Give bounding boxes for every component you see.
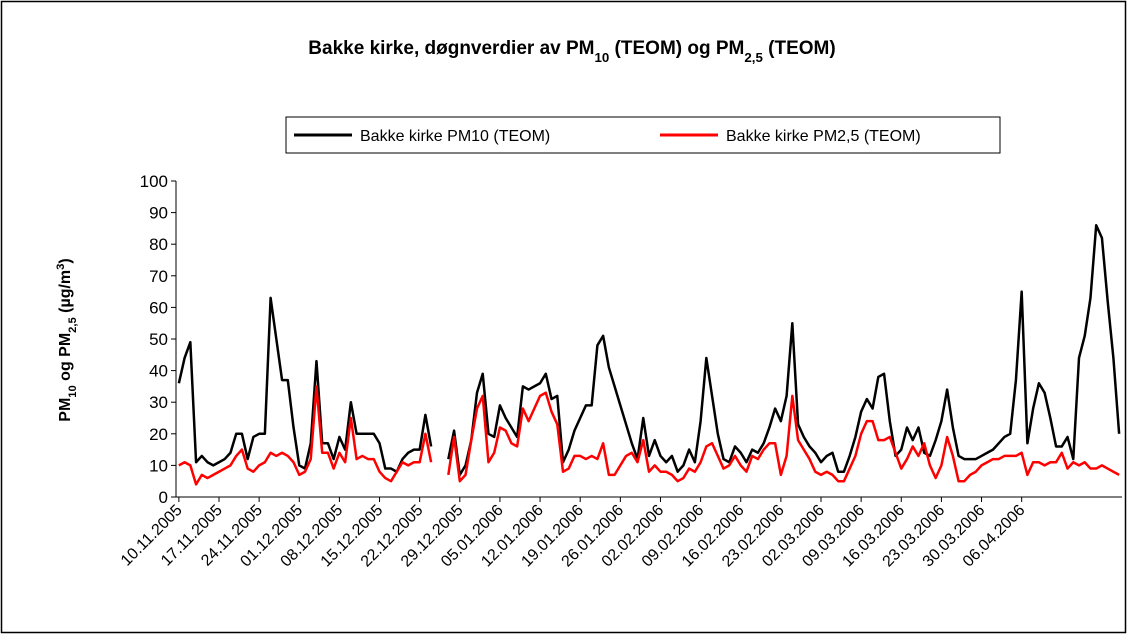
y-tick-label: 30 bbox=[149, 393, 168, 412]
y-tick-label: 0 bbox=[159, 488, 168, 507]
y_label-part: PM bbox=[57, 398, 74, 422]
y_label-part: 3 bbox=[55, 264, 67, 270]
series-line bbox=[177, 223, 1121, 477]
y_label-part: (µg/m bbox=[57, 270, 74, 317]
y-tick-label: 40 bbox=[149, 362, 168, 381]
y_label-part: 10 bbox=[67, 385, 79, 397]
series-line bbox=[178, 385, 1120, 486]
y-tick-label: 10 bbox=[149, 456, 168, 475]
title-part: (TEOM) bbox=[763, 38, 836, 59]
y_label-part: ) bbox=[57, 258, 74, 263]
title-part: 10 bbox=[594, 50, 609, 65]
chart-title: Bakke kirke, døgnverdier av PM10 (TEOM) … bbox=[308, 38, 835, 65]
title-part: 2,5 bbox=[744, 50, 763, 65]
y-tick-label: 50 bbox=[149, 330, 168, 349]
title-part: (TEOM) og PM bbox=[609, 38, 744, 59]
y-tick-label: 80 bbox=[149, 235, 168, 254]
legend-label: Bakke kirke PM2,5 (TEOM) bbox=[726, 128, 921, 145]
y-tick-label: 70 bbox=[149, 267, 168, 286]
y-tick-label: 90 bbox=[149, 204, 168, 223]
y-tick-label: 20 bbox=[149, 425, 168, 444]
y-tick-label: 100 bbox=[140, 172, 168, 191]
legend-label: Bakke kirke PM10 (TEOM) bbox=[360, 128, 550, 145]
y-tick-label: 60 bbox=[149, 298, 168, 317]
legend-box bbox=[285, 116, 1001, 154]
y-axis-label: PM10 og PM2,5 (µg/m3) bbox=[55, 258, 79, 421]
y_label-part: og PM bbox=[57, 333, 74, 385]
title-part: Bakke kirke, døgnverdier av PM bbox=[308, 38, 594, 59]
y_label-part: 2,5 bbox=[67, 317, 79, 333]
